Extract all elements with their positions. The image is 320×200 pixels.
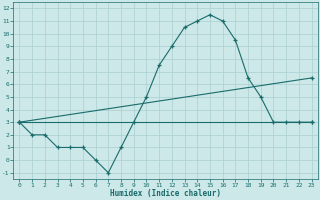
X-axis label: Humidex (Indice chaleur): Humidex (Indice chaleur) bbox=[110, 189, 221, 198]
